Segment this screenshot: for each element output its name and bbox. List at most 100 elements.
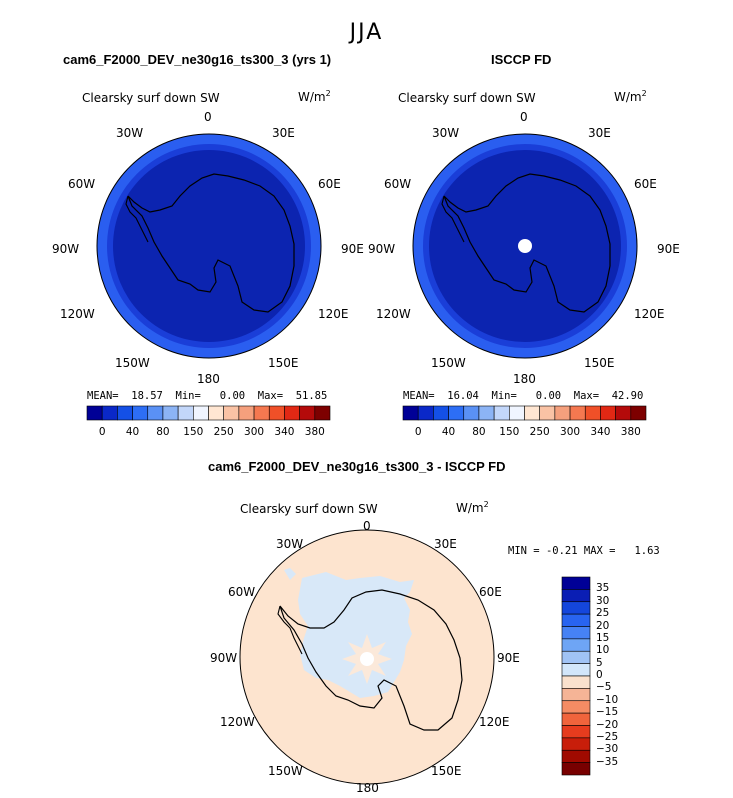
panel-2-colorbar-label: 380: [620, 426, 641, 438]
panel-1-colorbar-swatch: [132, 405, 149, 421]
panel-2-units: W/m2: [614, 89, 647, 104]
diff-lon-90w: 90W: [210, 651, 238, 665]
panel-1-colorbar-swatch: [147, 405, 164, 421]
diff-peninsula: [277, 605, 303, 655]
panel-1-colorbar-swatch: [162, 405, 179, 421]
diff-polar-map: [239, 529, 495, 785]
diff-colorbar-label: 5: [596, 656, 603, 669]
panel-2-colorbar-swatch: [509, 405, 525, 421]
diff-colorbar-label: −30: [596, 743, 619, 756]
panel-1-lon-90w: 90W: [52, 242, 80, 256]
panel-2-colorbar-swatch: [554, 405, 571, 421]
diff-panel-title: cam6_F2000_DEV_ne30g16_ts300_3 - ISCCP F…: [208, 459, 506, 474]
panel-1-colorbar-swatch: [238, 405, 255, 421]
panel-2-lon-150e: 150E: [584, 356, 615, 370]
panel-2-colorbar-swatch: [402, 405, 419, 421]
diff-colorbar-label: −10: [596, 693, 619, 706]
panel-1-lon-90e: 90E: [341, 242, 364, 256]
panel-1-colorbar-swatch: [253, 405, 270, 421]
diff-colorbar-label: −5: [596, 681, 612, 694]
diff-colorbar-swatch: [561, 675, 591, 689]
panel-2-polar-map: [412, 133, 638, 359]
panel-1-colorbar-swatch: [208, 405, 224, 421]
diff-lon-150w: 150W: [268, 764, 303, 778]
panel-1-colorbar-swatch: [86, 405, 103, 421]
panel-1-antarctica-coastline: [127, 173, 295, 313]
panel-2-lon-30w: 30W: [432, 126, 460, 140]
panel-2-antarctica-coastline: [443, 173, 611, 313]
diff-units: W/m2: [456, 500, 489, 515]
panel-2-stats: MEAN= 16.04 Min= 0.00 Max= 42.90: [403, 390, 644, 402]
diff-colorbar-label: 20: [596, 619, 610, 632]
diff-colorbar-label: 25: [596, 607, 610, 620]
diff-negative-patch: [284, 568, 296, 580]
panel-2-colorbar-swatch: [630, 405, 647, 421]
diff-colorbar-swatch: [561, 688, 591, 702]
diff-colorbar-swatch: [561, 725, 591, 739]
panel-1-colorbar-swatch: [299, 405, 316, 421]
diff-colorbar: [561, 576, 591, 776]
diff-colorbar-swatch: [561, 613, 591, 627]
diff-colorbar-label: 10: [596, 644, 610, 657]
panel-1-colorbar: [86, 405, 331, 421]
panel-2-colorbar-swatch: [478, 405, 495, 421]
panel-2-lon-150w: 150W: [431, 356, 466, 370]
panel-2-colorbar-label: 340: [590, 426, 611, 438]
diff-negative-region: [298, 572, 414, 698]
panel-1-lon-180: 180: [197, 372, 220, 386]
diff-colorbar-label: −35: [596, 755, 619, 768]
panel-2-lon-0: 0: [520, 110, 528, 124]
panel-2-lon-60e: 60E: [634, 177, 657, 191]
diff-colorbar-swatch: [561, 601, 591, 615]
diff-colorbar-label: 0: [596, 669, 603, 681]
diff-colorbar-swatch: [561, 638, 591, 652]
panel-2-lon-90w: 90W: [368, 242, 396, 256]
panel-2-colorbar-label: 80: [472, 426, 486, 438]
diff-colorbar-swatch: [561, 737, 591, 751]
panel-2-colorbar-swatch: [417, 405, 434, 421]
panel-1-colorbar-label: 0: [98, 426, 106, 438]
diff-colorbar-swatch: [561, 749, 591, 763]
diff-colorbar-label: 15: [596, 631, 610, 644]
panel-2-lon-120w: 120W: [376, 307, 411, 321]
panel-2-colorbar-label: 300: [560, 426, 581, 438]
panel-1-colorbar-label: 300: [244, 426, 265, 438]
diff-stats: MIN = -0.21 MAX = 1.63: [508, 545, 660, 557]
diff-colorbar-swatch: [561, 700, 591, 714]
panel-2-field-label: Clearsky surf down SW: [398, 91, 536, 105]
diff-colorbar-swatch: [561, 650, 591, 664]
diff-colorbar-swatch: [561, 589, 591, 603]
panel-2-lon-90e: 90E: [657, 242, 680, 256]
diff-lon-60w: 60W: [228, 585, 256, 599]
panel-1-peninsula: [125, 195, 149, 243]
panel-2-colorbar-swatch: [493, 405, 510, 421]
panel-1-colorbar-labels: 0 40 80 150 250 300 340 380: [87, 426, 330, 440]
diff-colorbar-swatch: [561, 712, 591, 726]
diff-lon-150e: 150E: [431, 764, 462, 778]
panel-2-colorbar-label: 150: [499, 426, 520, 438]
main-title: JJA: [349, 20, 384, 45]
diff-lon-30w: 30W: [276, 537, 304, 551]
panel-2-title: ISCCP FD: [491, 52, 552, 67]
panel-1-polar-map: [96, 133, 322, 359]
panel-1-lon-120w: 120W: [60, 307, 95, 321]
panel-1-colorbar-swatch: [117, 405, 133, 421]
panel-1-colorbar-label: 340: [274, 426, 295, 438]
panel-2-lon-30e: 30E: [588, 126, 611, 140]
diff-colorbar-swatch: [561, 762, 591, 776]
diff-colorbar-label: −20: [596, 718, 619, 731]
panel-1-colorbar-label: 150: [183, 426, 204, 438]
panel-2-pole-missing-data: [518, 239, 532, 253]
panel-1-lon-0: 0: [204, 110, 212, 124]
panel-2-map: [412, 133, 638, 359]
panel-1-stats: MEAN= 18.57 Min= 0.00 Max= 51.85: [87, 390, 328, 402]
diff-colorbar-labels: 35 30 25 20 15 10 5 0 −5 −10 −15 −20 −25 −30 −35: [596, 577, 636, 775]
diff-pole-missing-data: [360, 652, 374, 666]
panel-2-colorbar-swatch: [584, 405, 601, 421]
panel-1-colorbar-swatch: [284, 405, 300, 421]
panel-1-lon-120e: 120E: [318, 307, 349, 321]
panel-1-lon-60e: 60E: [318, 177, 341, 191]
diff-colorbar-label: −25: [596, 730, 619, 743]
panel-1-colorbar-label: 250: [213, 426, 234, 438]
panel-2-colorbar-swatch: [433, 405, 449, 421]
